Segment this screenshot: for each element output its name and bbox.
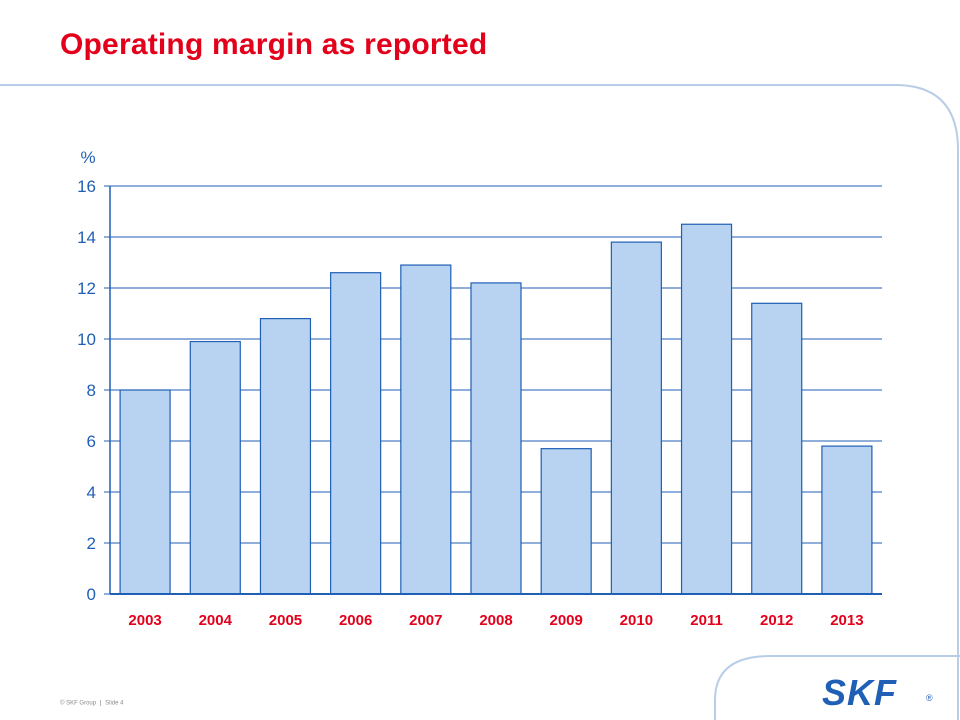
y-tick-label: 0: [87, 585, 96, 604]
skf-logo: SKF ®: [822, 674, 933, 713]
y-tick-label: 6: [87, 432, 96, 451]
y-tick-label: 14: [77, 228, 96, 247]
bar-2007: [400, 264, 452, 595]
bar-2004: [189, 340, 241, 595]
bar-2009: [540, 448, 592, 595]
x-tick-label: 2008: [479, 612, 512, 629]
page-title: Operating margin as reported: [60, 28, 488, 61]
x-tick-label: 2004: [199, 612, 233, 629]
footer-copyright: © SKF Group: [60, 700, 97, 707]
x-tick-label: 2003: [128, 612, 161, 629]
bar-2013: [821, 445, 873, 595]
x-tick-label: 2012: [760, 612, 793, 629]
registered-mark: ®: [926, 693, 933, 703]
y-tick-label: 16: [77, 177, 96, 196]
x-tick-label: 2009: [549, 612, 582, 629]
x-tick-label: 2005: [269, 612, 302, 629]
axes: [104, 185, 882, 595]
x-tick-label: 2006: [339, 612, 372, 629]
bar-2003: [119, 389, 171, 595]
y-tick-labels: 0 2 4 6 8 10 12 14 16: [77, 177, 96, 604]
y-tick-label: 4: [87, 483, 96, 502]
footer-slide-number: Slide 4: [105, 700, 124, 707]
y-axis-unit-label: %: [80, 148, 95, 167]
x-tick-labels: 2003 2004 2005 2006 2007 2008 2009 2010 2011 2012…: [128, 612, 863, 629]
footer-divider: [100, 700, 102, 706]
top-right-curve: [0, 84, 959, 720]
bar-2008: [470, 282, 522, 595]
x-tick-label: 2013: [830, 612, 863, 629]
x-tick-label: 2007: [409, 612, 442, 629]
bar-2010: [610, 241, 662, 595]
bars: [119, 223, 873, 595]
bar-2012: [751, 302, 803, 595]
bottom-right-curve: [714, 655, 960, 720]
y-tick-label: 12: [77, 279, 96, 298]
bar-2005: [259, 318, 312, 595]
y-tick-label: 8: [87, 381, 96, 400]
bar-2011: [680, 223, 733, 595]
x-tick-label: 2011: [690, 612, 723, 629]
skf-logo-text: SKF: [822, 674, 897, 713]
y-tick-label: 10: [77, 330, 96, 349]
y-tick-label: 2: [87, 534, 96, 553]
footer: © SKF Group Slide 4: [60, 700, 123, 707]
bar-2006: [330, 272, 382, 595]
x-tick-label: 2010: [620, 612, 653, 629]
